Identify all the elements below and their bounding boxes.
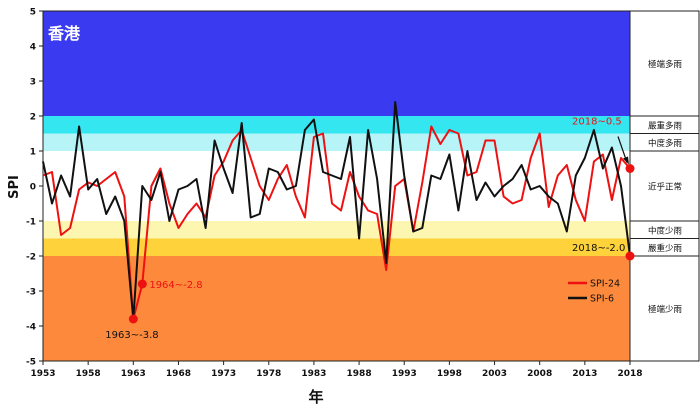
x-tick-label: 1978 <box>256 369 281 379</box>
x-axis-label: 年 <box>308 388 323 406</box>
category-label-severe-wet: 嚴重多雨 <box>648 120 683 131</box>
category-label-moderate-wet: 中度多雨 <box>648 138 683 149</box>
x-tick-label: 1988 <box>347 369 372 379</box>
x-tick-labels: 1953 1958 1963 1968 1973 1978 1983 1988 1993 1998… <box>30 361 643 379</box>
band-extreme-dry <box>43 256 630 361</box>
y-tick-label: -5 <box>26 358 36 368</box>
category-label-severe-dry: 嚴重少雨 <box>648 243 683 254</box>
category-dividers <box>629 10 700 362</box>
x-tick-label: 1953 <box>30 369 55 379</box>
marker-min-spi24 <box>137 279 147 289</box>
y-tick-label: 2 <box>30 113 36 123</box>
band-severe-dry <box>43 238 630 256</box>
marker-last-spi6 <box>625 251 635 261</box>
annotation-last-spi24: 2018~0.5 <box>572 117 622 128</box>
y-tick-label: 4 <box>30 43 36 53</box>
y-tick-label: -4 <box>26 323 36 333</box>
x-tick-label: 1983 <box>301 369 326 379</box>
x-tick-label: 1963 <box>121 369 146 379</box>
marker-last-spi24 <box>625 164 635 173</box>
legend: SPI-24 SPI-6 <box>568 279 620 305</box>
category-label-extreme-dry: 極端少雨 <box>648 304 683 315</box>
y-tick-label: 3 <box>30 78 36 88</box>
legend-label-spi6: SPI-6 <box>590 294 614 305</box>
annotation-min-spi24: 1964~-2.8 <box>149 280 202 291</box>
band-moderate-dry <box>43 221 630 239</box>
annotation-markers: 1963~-3.8 1964~-2.8 2018~0.5 2018~-2.0 <box>105 117 635 341</box>
marker-min-spi6 <box>128 314 138 324</box>
band-extreme-wet <box>43 11 630 116</box>
x-tick-label: 2003 <box>482 369 507 379</box>
category-bands <box>43 11 630 361</box>
x-tick-label: 1973 <box>211 369 236 379</box>
x-tick-label: 1998 <box>437 369 462 379</box>
category-label-extreme-wet: 極端多雨 <box>648 59 683 70</box>
y-tick-label: -3 <box>26 288 36 298</box>
annotation-min-spi6: 1963~-3.8 <box>105 330 158 341</box>
band-severe-wet <box>43 116 630 134</box>
y-tick-label: 5 <box>30 8 36 18</box>
x-tick-label: 2013 <box>572 369 597 379</box>
x-tick-label: 2008 <box>527 369 552 379</box>
x-tick-label: 1968 <box>166 369 191 379</box>
band-near-normal <box>43 151 630 221</box>
y-tick-label: 0 <box>30 183 36 193</box>
legend-label-spi24: SPI-24 <box>590 279 620 290</box>
category-label-moderate-dry: 中度少雨 <box>648 225 683 236</box>
y-axis-label: SPI <box>7 175 22 199</box>
y-tick-labels: 5 4 3 2 1 0 -1 -2 -3 -4 -5 <box>26 8 43 368</box>
x-tick-label: 1993 <box>392 369 417 379</box>
x-tick-label: 2018 <box>617 369 642 379</box>
x-tick-label: 1958 <box>76 369 101 379</box>
y-tick-label: -1 <box>26 218 36 228</box>
series-line-spi24 <box>42 125 631 320</box>
y-tick-label: -2 <box>26 253 36 263</box>
category-panel <box>629 10 700 362</box>
chart-title: 香港 <box>47 24 81 43</box>
annotation-last-spi6: 2018~-2.0 <box>572 243 625 254</box>
category-label-near-normal: 近乎正常 <box>648 182 682 193</box>
y-tick-label: 1 <box>30 148 36 158</box>
annotation-arrowhead <box>623 156 629 165</box>
series-line-spi6 <box>42 101 631 320</box>
series-lines <box>42 101 631 320</box>
